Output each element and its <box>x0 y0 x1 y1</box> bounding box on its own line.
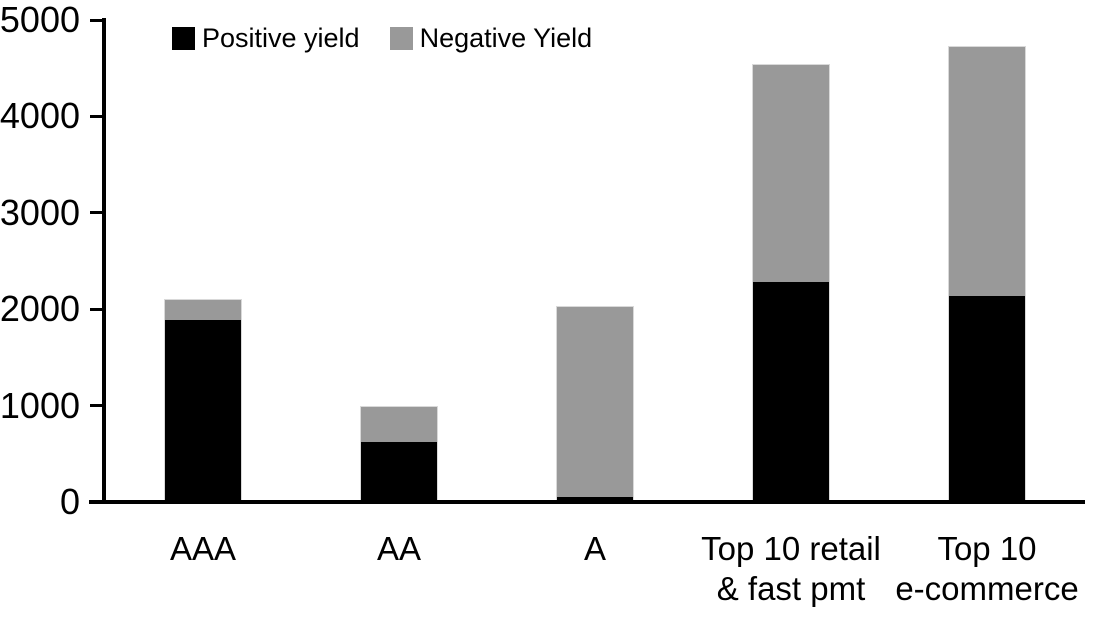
legend-label-positive-yield: Positive yield <box>202 23 360 53</box>
bar-segment-positive-yield-aaa <box>164 319 242 502</box>
bar-segment-negative-yield-top-10-e-commerce <box>948 46 1026 296</box>
bar-segment-positive-yield-top-10-e-commerce <box>948 295 1026 502</box>
y-tick-label-3000: 3000 <box>0 191 80 233</box>
x-label-aaa: AAA <box>169 530 237 567</box>
bar-segment-negative-yield-top-10-retail-fast-pmt <box>752 64 830 283</box>
x-label-top-10-e-commerce: Top 10 e-commerce <box>895 530 1079 607</box>
y-tick-mark-3000 <box>90 211 105 215</box>
y-tick-label-0: 0 <box>59 481 80 522</box>
x-label-a: A <box>583 530 606 567</box>
legend-label-negative-yield: Negative Yield <box>419 23 593 53</box>
y-axis-line <box>102 18 106 504</box>
y-tick-label-4000: 4000 <box>0 95 80 137</box>
x-label-aa: AA <box>376 530 422 567</box>
y-tick-mark-5000 <box>90 18 105 22</box>
y-tick-mark-4000 <box>90 114 105 118</box>
positive-yield-swatch-icon <box>172 27 195 50</box>
bar-segment-positive-yield-top-10-retail-fast-pmt <box>752 282 830 502</box>
bar-segment-negative-yield-aa <box>360 405 438 443</box>
x-label-top-10-retail-fast-pmt: Top 10 retail & fast pmt <box>701 530 881 607</box>
y-tick-mark-0 <box>90 500 105 504</box>
y-tick-label-1000: 1000 <box>0 384 80 426</box>
legend: Positive yield Negative Yield <box>172 25 592 52</box>
legend-item-positive-yield: Positive yield <box>172 25 360 52</box>
negative-yield-swatch-icon <box>389 27 413 50</box>
x-axis-line <box>89 500 1085 504</box>
y-tick-mark-2000 <box>90 307 105 311</box>
bar-segment-negative-yield-a <box>556 306 634 498</box>
legend-item-negative-yield: Negative Yield <box>389 23 593 53</box>
bar-segment-positive-yield-a <box>556 497 634 502</box>
y-tick-label-2000: 2000 <box>0 288 80 330</box>
y-tick-label-5000: 5000 <box>0 0 80 40</box>
y-tick-mark-1000 <box>90 404 105 408</box>
bar-segment-negative-yield-aaa <box>164 298 242 320</box>
bar-segment-positive-yield-aa <box>360 442 438 502</box>
